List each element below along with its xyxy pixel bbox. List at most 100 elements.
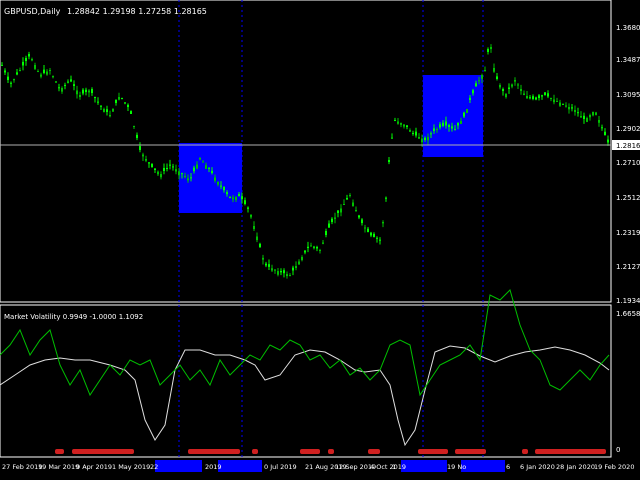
candle-body — [157, 172, 159, 174]
candle-body — [25, 57, 27, 61]
time-axis-label: 4 Oct 2019 — [370, 463, 406, 471]
candle-body — [232, 197, 234, 200]
candle-body — [601, 127, 603, 129]
candle-body — [445, 121, 447, 126]
time-highlight-2 — [218, 460, 262, 472]
candle-body — [220, 185, 222, 187]
candle-body — [550, 98, 552, 99]
candle-body — [223, 186, 225, 191]
candle-body — [490, 47, 492, 50]
candle-body — [58, 87, 60, 89]
red-bar — [455, 449, 486, 454]
candle-body — [538, 95, 540, 98]
candle-body — [190, 177, 192, 179]
candle-body — [418, 137, 420, 139]
candle-body — [211, 170, 213, 173]
candle-body — [385, 197, 387, 199]
candle-body — [457, 122, 459, 126]
candle-body — [250, 215, 252, 217]
candle-body — [433, 128, 435, 131]
candle-body — [370, 232, 372, 236]
price-axis-top: 1.36800 — [616, 24, 640, 32]
candle-body — [415, 131, 417, 136]
candle-body — [448, 124, 450, 127]
candle-body — [241, 196, 243, 200]
candle-body — [307, 246, 309, 248]
candle-body — [334, 217, 336, 219]
price-axis-label: 1.29025 — [616, 125, 640, 133]
candle-body — [205, 165, 207, 169]
candle-body — [472, 90, 474, 94]
time-axis-label: 19 Feb 2020 — [594, 463, 634, 471]
candle-body — [271, 268, 273, 271]
candle-body — [508, 87, 510, 89]
candle-body — [529, 97, 531, 99]
indicator-axis-zero: 0 — [616, 446, 620, 454]
candle-body — [106, 109, 108, 112]
candle-body — [604, 131, 606, 135]
candle-body — [64, 84, 66, 86]
candle-body — [295, 266, 297, 269]
candle-body — [235, 196, 237, 201]
candle-body — [256, 236, 258, 241]
time-axis-label: 27 Feb 2019 — [2, 463, 42, 471]
candle-body — [172, 166, 174, 168]
candle-body — [427, 137, 429, 141]
candle-body — [91, 89, 93, 93]
candle-body — [451, 126, 453, 129]
candle-body — [115, 99, 117, 103]
price-axis-label: 1.25120 — [616, 194, 640, 202]
candle-body — [313, 246, 315, 248]
candle-body — [244, 200, 246, 204]
candle-body — [505, 93, 507, 98]
candle-body — [469, 97, 471, 100]
candle-body — [322, 242, 324, 244]
candle-body — [268, 264, 270, 267]
candle-body — [403, 124, 405, 127]
candle-body — [358, 215, 360, 218]
candle-body — [592, 112, 594, 116]
candle-body — [316, 246, 318, 249]
candle-body — [274, 269, 276, 271]
candle-body — [67, 81, 69, 83]
candle-body — [412, 132, 414, 134]
candle-body — [478, 80, 480, 82]
price-axis-label: 1.19345 — [616, 297, 640, 305]
time-axis-label: 22 — [150, 463, 158, 471]
candle-body — [580, 116, 582, 118]
candle-body — [337, 210, 339, 213]
candle-body — [286, 274, 288, 277]
candle-body — [391, 137, 393, 139]
candle-body — [154, 168, 156, 170]
candle-body — [382, 222, 384, 224]
candle-body — [226, 192, 228, 195]
candle-body — [85, 89, 87, 92]
candle-body — [343, 204, 345, 205]
candle-body — [460, 121, 462, 124]
candle-body — [55, 81, 57, 83]
candle-body — [262, 257, 264, 260]
indicator-window[interactable]: Market Volatility 0.9949 -1.0000 1.1092 … — [0, 289, 640, 458]
candle-body — [82, 89, 84, 94]
candle-body — [49, 70, 51, 71]
candle-body — [595, 112, 597, 115]
candle-body — [532, 96, 534, 99]
candle-body — [607, 139, 609, 143]
red-bar — [72, 449, 134, 454]
candle-body — [547, 93, 549, 97]
candle-body — [583, 115, 585, 119]
candle-body — [376, 237, 378, 239]
time-highlight-1 — [155, 460, 202, 472]
candle-body — [346, 197, 348, 200]
candle-body — [496, 76, 498, 79]
candle-body — [247, 207, 249, 209]
candle-body — [16, 72, 18, 75]
candle-body — [253, 226, 255, 230]
candle-body — [229, 196, 231, 198]
price-chart[interactable]: GBPUSD,Daily 1.28842 1.29198 1.27258 1.2… — [0, 0, 612, 303]
candle-body — [238, 193, 240, 197]
candle-body — [463, 112, 465, 117]
price-axis[interactable]: 1.36800 1.34875 1.30950 1.29025 1.27100 1.25… — [612, 24, 640, 305]
